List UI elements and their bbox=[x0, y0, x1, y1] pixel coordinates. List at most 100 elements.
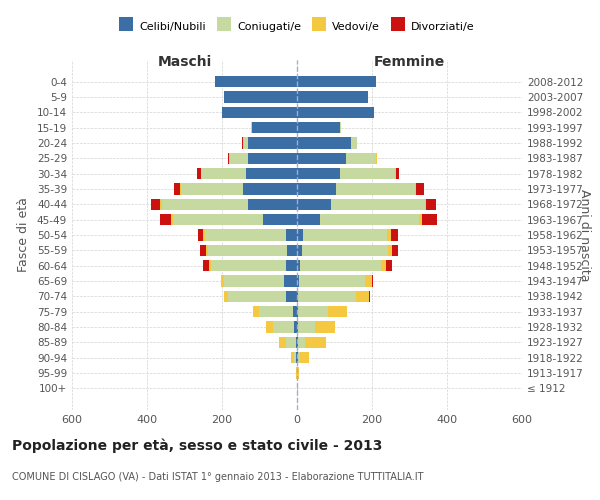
Bar bbox=[242, 183, 297, 194]
Bar bbox=[297, 106, 374, 118]
Bar bbox=[221, 276, 224, 287]
Bar bbox=[297, 168, 340, 179]
Bar bbox=[297, 198, 331, 210]
Bar bbox=[197, 168, 200, 179]
Bar bbox=[297, 183, 337, 194]
Bar bbox=[295, 352, 296, 364]
Bar bbox=[297, 229, 302, 241]
Bar bbox=[286, 290, 297, 302]
Bar bbox=[302, 229, 387, 241]
Bar bbox=[197, 229, 203, 241]
Bar bbox=[293, 306, 297, 318]
Bar bbox=[395, 168, 400, 179]
Bar bbox=[296, 336, 297, 348]
Bar bbox=[297, 306, 298, 318]
Bar bbox=[320, 214, 419, 226]
Bar bbox=[151, 198, 160, 210]
Text: COMUNE DI CISLAGO (VA) - Dati ISTAT 1° gennaio 2013 - Elaborazione TUTTITALIA.IT: COMUNE DI CISLAGO (VA) - Dati ISTAT 1° g… bbox=[12, 472, 424, 482]
Bar bbox=[229, 152, 248, 164]
Text: Maschi: Maschi bbox=[157, 56, 212, 70]
Bar bbox=[298, 368, 299, 379]
Bar bbox=[298, 336, 305, 348]
Bar bbox=[274, 322, 294, 333]
Bar bbox=[173, 214, 263, 226]
Bar bbox=[299, 352, 309, 364]
Bar bbox=[253, 306, 259, 318]
Bar bbox=[203, 260, 209, 272]
Bar bbox=[284, 276, 297, 287]
Bar bbox=[298, 352, 299, 364]
Bar bbox=[160, 214, 172, 226]
Bar bbox=[297, 214, 320, 226]
Bar bbox=[294, 322, 297, 333]
Bar bbox=[297, 152, 346, 164]
Bar bbox=[181, 183, 242, 194]
Bar bbox=[297, 137, 352, 148]
Bar bbox=[248, 198, 297, 210]
Bar bbox=[387, 229, 391, 241]
Bar bbox=[266, 322, 274, 333]
Bar bbox=[205, 229, 286, 241]
Bar bbox=[200, 168, 202, 179]
Bar bbox=[419, 214, 422, 226]
Bar bbox=[286, 229, 297, 241]
Bar bbox=[287, 244, 297, 256]
Text: Popolazione per età, sesso e stato civile - 2013: Popolazione per età, sesso e stato civil… bbox=[12, 438, 382, 453]
Bar bbox=[251, 122, 252, 134]
Bar bbox=[298, 306, 328, 318]
Bar bbox=[425, 198, 427, 210]
Bar bbox=[305, 336, 326, 348]
Bar bbox=[203, 229, 205, 241]
Y-axis label: Fasce di età: Fasce di età bbox=[17, 198, 30, 272]
Bar bbox=[365, 276, 372, 287]
Bar bbox=[372, 276, 373, 287]
Bar bbox=[259, 306, 293, 318]
Bar bbox=[248, 137, 297, 148]
Bar bbox=[392, 244, 398, 256]
Bar bbox=[297, 122, 340, 134]
Bar bbox=[224, 91, 297, 102]
Bar bbox=[376, 152, 377, 164]
Bar bbox=[299, 276, 365, 287]
Bar bbox=[242, 137, 243, 148]
Bar bbox=[391, 229, 398, 241]
Bar bbox=[162, 198, 248, 210]
Bar bbox=[206, 244, 208, 256]
Bar bbox=[202, 168, 247, 179]
Bar bbox=[314, 322, 335, 333]
Bar bbox=[175, 183, 180, 194]
Bar bbox=[416, 183, 424, 194]
Text: Femmine: Femmine bbox=[374, 56, 445, 70]
Bar bbox=[278, 336, 286, 348]
Bar bbox=[224, 290, 227, 302]
Bar bbox=[247, 168, 297, 179]
Bar bbox=[337, 183, 415, 194]
Bar bbox=[292, 352, 295, 364]
Bar bbox=[302, 244, 388, 256]
Bar bbox=[209, 260, 211, 272]
Bar bbox=[380, 260, 386, 272]
Bar bbox=[297, 260, 300, 272]
Bar bbox=[352, 137, 357, 148]
Bar bbox=[160, 198, 162, 210]
Bar bbox=[297, 322, 298, 333]
Bar bbox=[297, 91, 368, 102]
Bar bbox=[298, 322, 314, 333]
Bar bbox=[388, 244, 392, 256]
Bar bbox=[297, 352, 298, 364]
Bar bbox=[297, 76, 376, 88]
Bar bbox=[346, 152, 376, 164]
Bar bbox=[200, 244, 206, 256]
Bar bbox=[340, 122, 341, 134]
Bar bbox=[286, 336, 296, 348]
Bar bbox=[211, 260, 286, 272]
Bar bbox=[298, 290, 356, 302]
Bar bbox=[297, 276, 299, 287]
Bar bbox=[415, 183, 416, 194]
Bar bbox=[252, 122, 297, 134]
Bar bbox=[297, 244, 302, 256]
Bar bbox=[222, 106, 297, 118]
Bar bbox=[422, 214, 437, 226]
Bar bbox=[248, 152, 297, 164]
Bar bbox=[227, 290, 286, 302]
